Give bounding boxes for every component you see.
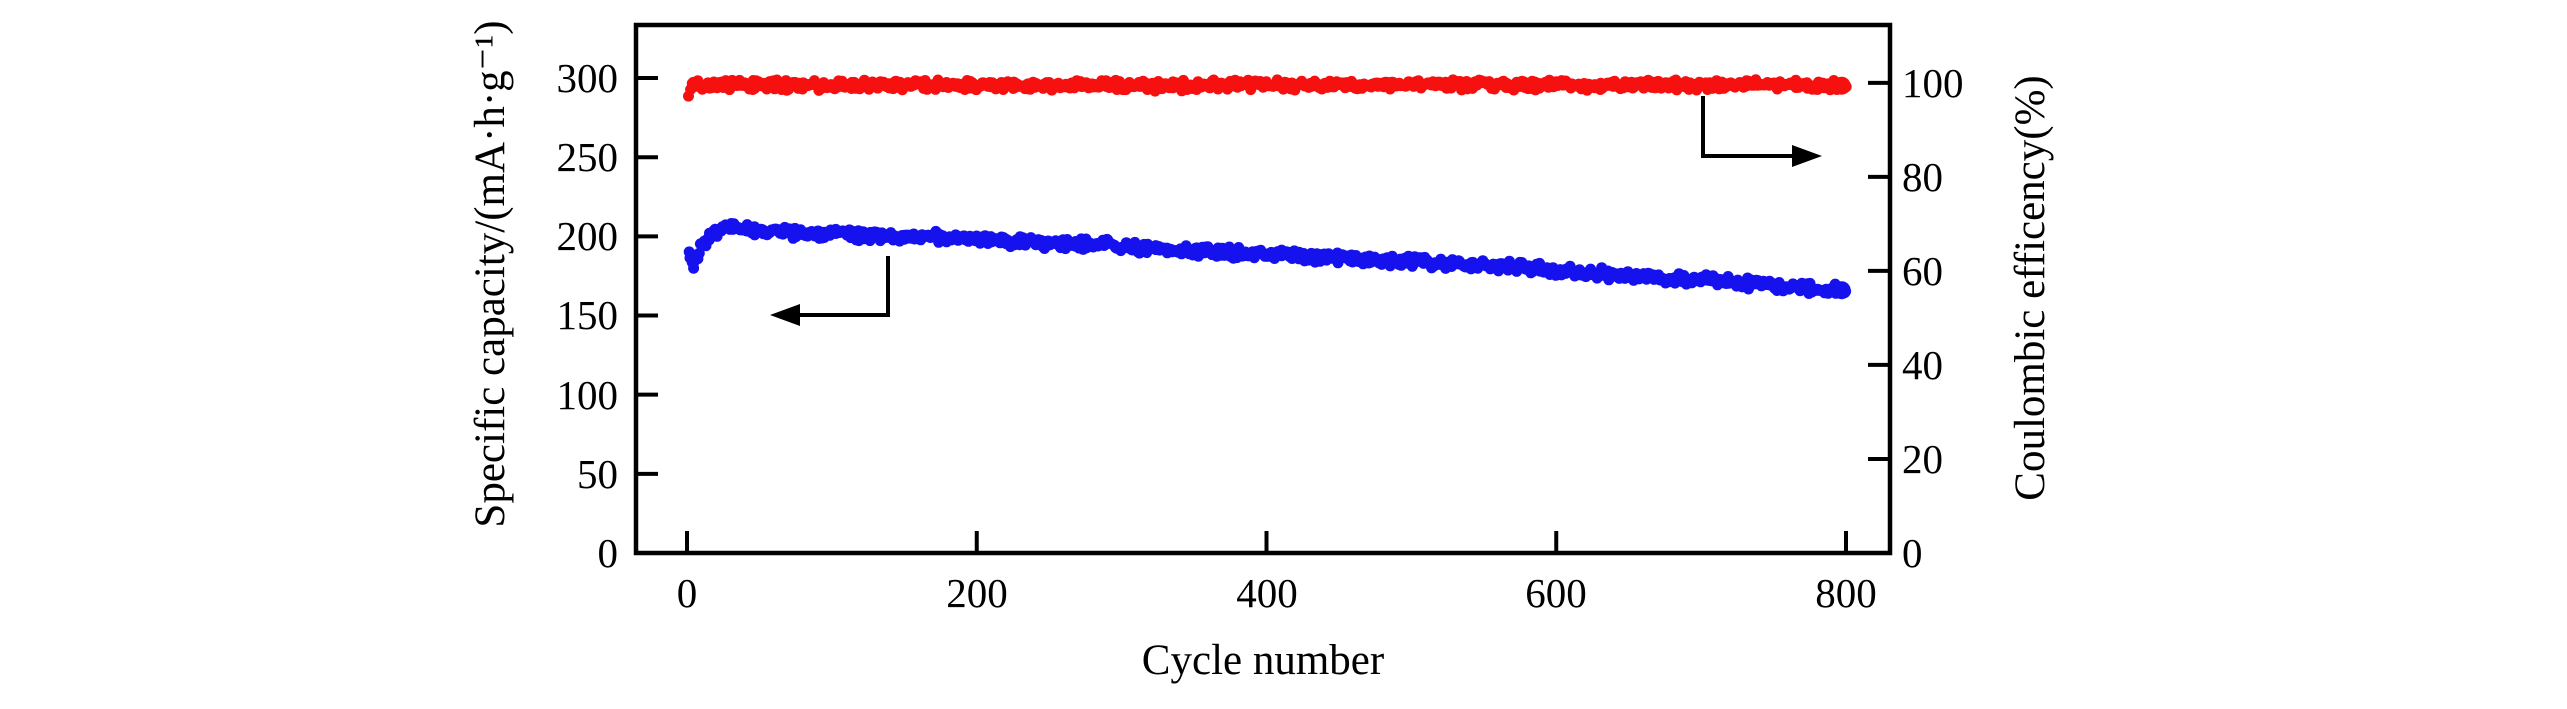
right-tick-100: 100	[1902, 60, 1964, 106]
right-tick-20: 20	[1902, 436, 1943, 482]
left-tick-150: 150	[556, 292, 619, 338]
y-axis-left-label: Specific capacity/(mA·h·g⁻¹)	[467, 20, 514, 528]
plot-border	[633, 22, 1893, 556]
right-tick-80: 80	[1902, 154, 1943, 200]
efficiency-axis-arrow	[1701, 96, 1792, 158]
x-tick-0: 0	[676, 570, 698, 616]
left-tick-300: 300	[556, 55, 619, 101]
x-tick-200: 200	[946, 570, 1008, 616]
capacity-axis-arrow	[800, 256, 890, 317]
left-tick-50: 50	[577, 451, 618, 497]
left-tick-0: 0	[597, 530, 619, 576]
x-axis-label: Cycle number	[1141, 637, 1385, 684]
x-tick-800: 800	[1815, 570, 1877, 616]
capacity-axis-arrow-head	[770, 304, 800, 326]
x-tick-400: 400	[1236, 570, 1298, 616]
left-tick-100: 100	[556, 372, 619, 418]
series-specific-capacity	[683, 218, 1852, 300]
right-tick-0: 0	[1902, 530, 1923, 576]
right-tick-60: 60	[1902, 248, 1943, 294]
x-tick-600: 600	[1525, 570, 1587, 616]
series-coulombic-efficiency	[683, 74, 1852, 102]
y-axis-right-label: Coulombic efficency(%)	[2007, 75, 2054, 501]
left-tick-250: 250	[556, 134, 619, 180]
efficiency-axis-arrow-head	[1792, 145, 1822, 167]
left-tick-200: 200	[556, 213, 619, 259]
right-tick-40: 40	[1902, 342, 1943, 388]
